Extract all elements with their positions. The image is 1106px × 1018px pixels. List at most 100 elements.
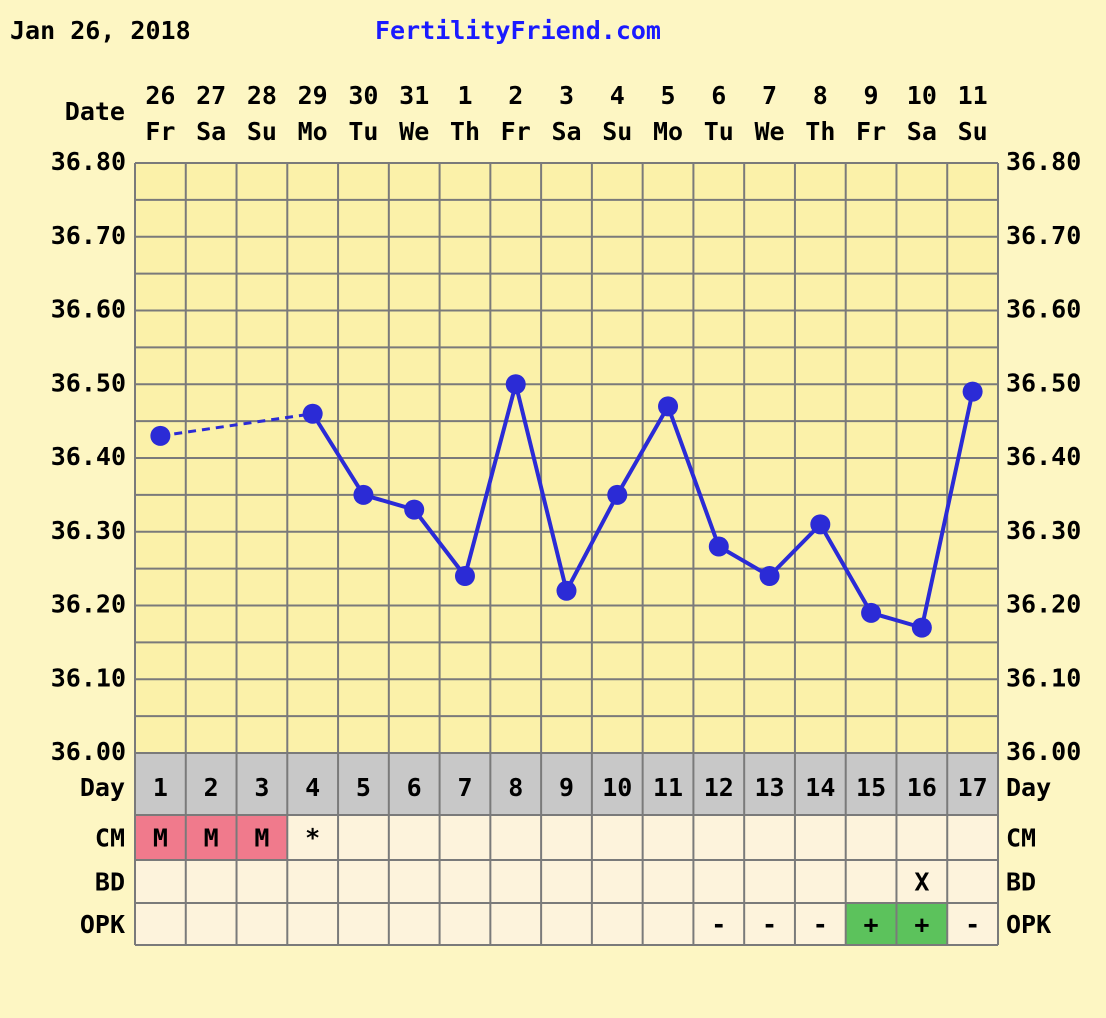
point bbox=[911, 617, 932, 638]
y-tick-label: 36.40 bbox=[51, 442, 126, 471]
day-number: 11 bbox=[653, 773, 683, 802]
date-number: 10 bbox=[907, 81, 937, 110]
cell bbox=[845, 860, 897, 903]
date-number: 3 bbox=[559, 81, 574, 110]
weekday: We bbox=[755, 117, 785, 146]
date-number: 29 bbox=[298, 81, 328, 110]
day-number: 4 bbox=[305, 773, 320, 802]
weekday: Sa bbox=[196, 117, 226, 146]
day-number: 8 bbox=[508, 773, 523, 802]
y-tick-label-right: 36.70 bbox=[1006, 221, 1081, 250]
cell bbox=[744, 903, 795, 945]
site-name: FertilityFriend.com bbox=[375, 16, 661, 45]
cell bbox=[591, 903, 643, 945]
cell bbox=[236, 860, 288, 903]
y-tick-label-right: 36.30 bbox=[1006, 516, 1081, 545]
cell bbox=[947, 903, 998, 945]
y-tick-label: 36.70 bbox=[51, 221, 126, 250]
cell bbox=[185, 860, 237, 903]
day-number: 3 bbox=[254, 773, 269, 802]
point bbox=[810, 514, 831, 535]
cell bbox=[439, 815, 491, 860]
date-number: 7 bbox=[762, 81, 777, 110]
chart-date: Jan 26, 2018 bbox=[10, 16, 191, 45]
cell bbox=[541, 860, 592, 903]
y-tick-label: 36.60 bbox=[51, 295, 126, 324]
cell bbox=[845, 903, 897, 945]
day-number: 5 bbox=[356, 773, 371, 802]
row-label: OPK bbox=[80, 910, 125, 939]
cell bbox=[693, 815, 745, 860]
y-tick-label: 36.20 bbox=[51, 590, 126, 619]
y-tick-label-right: 36.10 bbox=[1006, 663, 1081, 692]
day-number: 12 bbox=[704, 773, 734, 802]
y-tick-label-right: 36.60 bbox=[1006, 295, 1081, 324]
point bbox=[505, 374, 526, 395]
cell bbox=[135, 815, 186, 860]
row-label: BD bbox=[95, 868, 125, 897]
cell-text: + bbox=[914, 910, 929, 939]
point bbox=[302, 403, 323, 424]
cell bbox=[439, 860, 491, 903]
day-row bbox=[135, 753, 998, 815]
day-number: 7 bbox=[457, 773, 472, 802]
day-number: 14 bbox=[805, 773, 835, 802]
weekday: Tu bbox=[348, 117, 378, 146]
day-number: 10 bbox=[602, 773, 632, 802]
temperature-line bbox=[310, 383, 975, 631]
date-label: Date bbox=[65, 97, 125, 126]
weekday: Su bbox=[958, 117, 988, 146]
cell bbox=[947, 815, 998, 860]
cell bbox=[439, 903, 491, 945]
date-number: 9 bbox=[864, 81, 879, 110]
weekday: Th bbox=[805, 117, 835, 146]
point bbox=[759, 566, 780, 586]
weekday: We bbox=[399, 117, 429, 146]
cell bbox=[490, 860, 542, 903]
weekday: Su bbox=[602, 117, 632, 146]
cell bbox=[338, 815, 389, 860]
cell bbox=[287, 903, 339, 945]
cell-text: - bbox=[965, 910, 980, 939]
cell bbox=[490, 903, 542, 945]
point bbox=[454, 566, 475, 586]
row-label-right: CM bbox=[1006, 824, 1036, 853]
cell bbox=[693, 903, 745, 945]
cell bbox=[287, 860, 339, 903]
date-number: 6 bbox=[711, 81, 726, 110]
y-tick-label-right: 36.00 bbox=[1006, 737, 1081, 766]
cell bbox=[896, 860, 948, 903]
gap-connector bbox=[160, 412, 313, 438]
day-number: 13 bbox=[755, 773, 785, 802]
y-tick-label-right: 36.80 bbox=[1006, 147, 1081, 176]
cell bbox=[490, 815, 542, 860]
day-number: 6 bbox=[407, 773, 422, 802]
cell bbox=[693, 860, 745, 903]
cell-text: + bbox=[864, 910, 879, 939]
cell-text: - bbox=[813, 910, 828, 939]
row-label: CM bbox=[95, 824, 125, 853]
point bbox=[353, 484, 374, 505]
date-number: 5 bbox=[660, 81, 675, 110]
date-number: 30 bbox=[348, 81, 378, 110]
row-label-right: BD bbox=[1006, 868, 1036, 897]
weekday: Fr bbox=[145, 117, 175, 146]
cell bbox=[642, 815, 694, 860]
cell bbox=[388, 903, 440, 945]
cell bbox=[541, 815, 592, 860]
y-tick-label: 36.10 bbox=[51, 663, 126, 692]
date-number: 26 bbox=[145, 81, 175, 110]
weekday: Fr bbox=[856, 117, 886, 146]
cell bbox=[642, 860, 694, 903]
date-number: 27 bbox=[196, 81, 226, 110]
cell-text: - bbox=[711, 910, 726, 939]
cell bbox=[185, 903, 237, 945]
point bbox=[150, 425, 171, 446]
point bbox=[607, 484, 628, 505]
cell bbox=[591, 860, 643, 903]
cell bbox=[287, 815, 339, 860]
cell bbox=[845, 815, 897, 860]
point bbox=[556, 580, 577, 601]
y-tick-label: 36.30 bbox=[51, 516, 126, 545]
cell-text: M bbox=[204, 824, 219, 853]
